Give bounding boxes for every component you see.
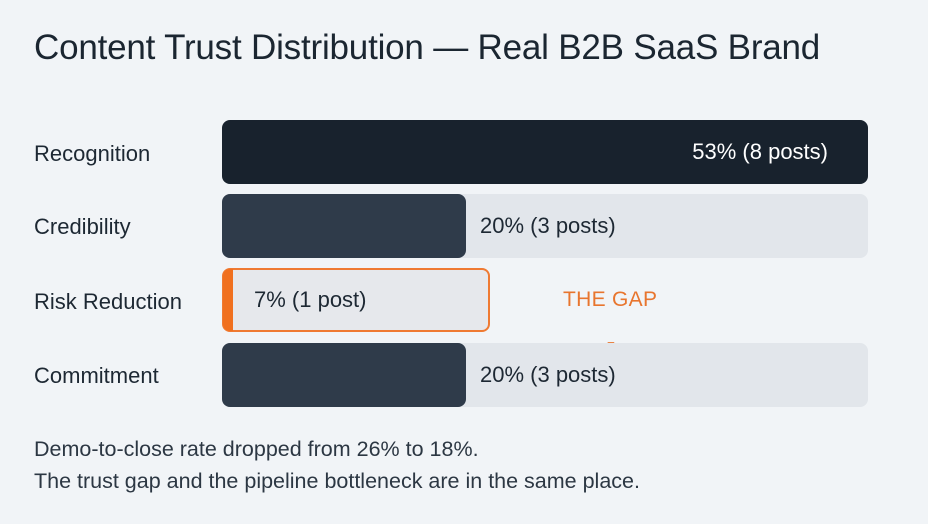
category-label-recognition: Recognition [34,141,151,166]
bar-risk-reduction: 7% (1 post) [222,268,490,332]
bar-value-label-commitment: 20% (3 posts) [480,362,616,387]
bar-track-credibility: 20% (3 posts) [222,194,868,258]
bar-value-label-risk-reduction: 7% (1 post) [254,287,367,312]
gap-annotation: THE GAP [563,288,658,311]
category-label-commitment: Commitment [34,363,159,388]
bar-recognition [222,120,868,184]
bar-track-commitment: 20% (3 posts) [222,343,868,407]
category-label-risk-reduction: Risk Reduction [34,289,182,314]
category-label-credibility: Credibility [34,214,131,239]
bar-value-label-recognition: 53% (8 posts) [692,139,828,164]
bar-credibility [222,194,466,258]
bar-track-recognition: 53% (8 posts) [222,120,868,184]
chart-title: Content Trust Distribution — Real B2B Sa… [34,28,821,67]
bar-value-label-credibility: 20% (3 posts) [480,213,616,238]
note-line-2: The trust gap and the pipeline bottlenec… [34,469,640,493]
note-line-1: Demo-to-close rate dropped from 26% to 1… [34,437,479,461]
bar-risk-reduction-accent [223,269,233,331]
bar-commitment [222,343,466,407]
